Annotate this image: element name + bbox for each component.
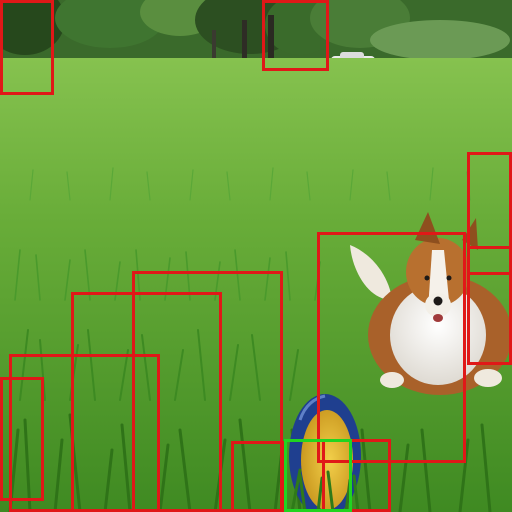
dog	[350, 212, 512, 395]
dog-nose	[433, 296, 443, 306]
dog-paw-left	[380, 372, 404, 388]
foreground-grass	[290, 468, 360, 512]
dog-tail	[350, 245, 392, 300]
dog-ear-right	[462, 218, 478, 250]
dog-mouth	[433, 314, 443, 322]
dog-ear-left	[415, 212, 440, 244]
dog-chest	[390, 285, 486, 385]
dog-paw-right	[474, 369, 502, 387]
treeline	[0, 0, 512, 60]
